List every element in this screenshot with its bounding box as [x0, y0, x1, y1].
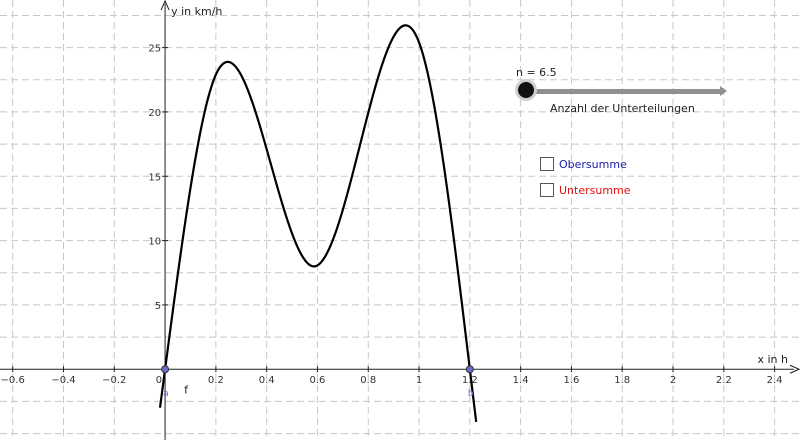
- obersumme-checkbox[interactable]: [540, 157, 554, 171]
- obersumme-checkbox-row[interactable]: Obersumme: [540, 157, 627, 171]
- point-b[interactable]: [465, 365, 474, 374]
- x-tick-label: 0.2: [208, 375, 224, 386]
- untersumme-checkbox[interactable]: [540, 183, 554, 197]
- slider-value-label: n = 6.5: [516, 66, 557, 79]
- x-axis-arrow-icon: [789, 364, 800, 374]
- slider-track[interactable]: [527, 89, 723, 94]
- y-tick-label: 20: [148, 108, 161, 119]
- point-a[interactable]: [161, 365, 170, 374]
- x-tick-label: 1.4: [513, 375, 529, 386]
- y-axis-arrow-icon: [160, 0, 170, 11]
- y-tick-label: 15: [148, 172, 161, 183]
- slider-arrow-icon: [720, 86, 727, 96]
- x-tick-label: −0.6: [1, 375, 25, 386]
- y-tick-label: 10: [148, 237, 161, 248]
- x-tick-label: 1.2: [462, 375, 478, 386]
- y-axis-label: y in km/h: [171, 5, 222, 18]
- x-tick-label: 1: [416, 375, 422, 386]
- point-label-b: b: [468, 389, 474, 399]
- x-tick-label: 1.6: [563, 375, 579, 386]
- x-tick-label: 0.8: [360, 375, 376, 386]
- x-tick-label: 0.4: [259, 375, 275, 386]
- x-axis-label: x in h: [757, 353, 788, 366]
- x-tick-label: 0.6: [310, 375, 326, 386]
- x-tick-label: 1.8: [614, 375, 630, 386]
- slider-handle[interactable]: [518, 82, 534, 98]
- obersumme-label[interactable]: Obersumme: [559, 157, 627, 171]
- x-tick-label: 2.4: [767, 375, 783, 386]
- x-tick-label: 2: [670, 375, 676, 386]
- function-label-f: f: [184, 384, 189, 397]
- x-tick-label: 2.2: [716, 375, 732, 386]
- point-label-a: a: [163, 389, 169, 399]
- x-tick-label: −0.2: [102, 375, 126, 386]
- y-tick-label: 5: [155, 301, 161, 312]
- untersumme-label[interactable]: Untersumme: [559, 183, 631, 197]
- function-curve-f[interactable]: [158, 24, 478, 423]
- x-tick-labels: −0.6 −0.4 −0.2 0 0.2 0.4 0.6 0.8 1 1.2 1.4 1.6 1.8 2 2…: [1, 375, 783, 386]
- x-tick-label: −0.4: [51, 375, 75, 386]
- y-tick-label: 25: [148, 44, 161, 55]
- y-tick-labels: 5 10 15 20 25: [148, 44, 161, 312]
- slider-caption: Anzahl der Unterteilungen: [550, 102, 695, 115]
- untersumme-checkbox-row[interactable]: Untersumme: [540, 183, 631, 197]
- x-tick-label: 0: [156, 375, 162, 386]
